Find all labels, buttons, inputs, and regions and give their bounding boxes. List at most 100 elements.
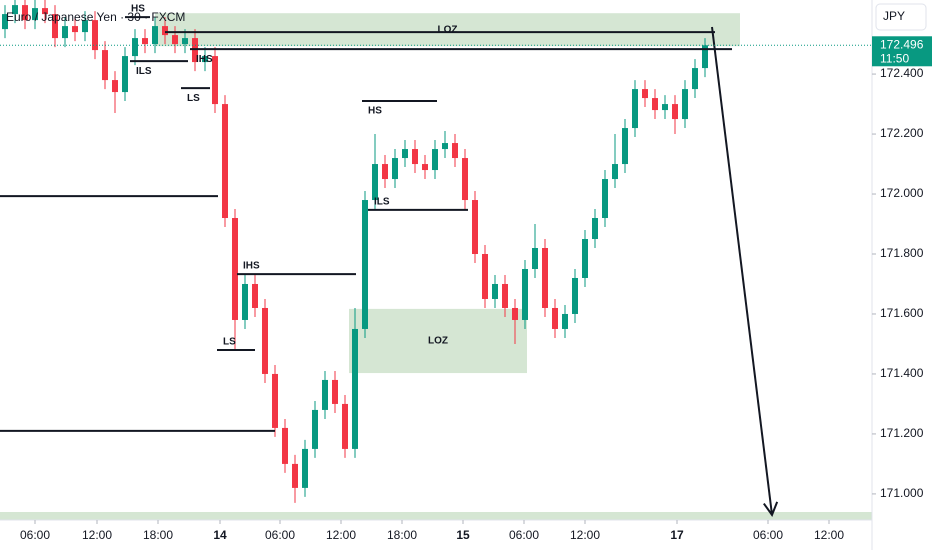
candle-body <box>572 277 578 314</box>
candle-body <box>22 5 28 21</box>
candle-body <box>112 80 118 93</box>
candle-body <box>152 26 158 45</box>
candle-body <box>92 20 98 51</box>
candle-body <box>302 448 308 488</box>
candle-body <box>162 26 168 36</box>
candle-body <box>422 164 428 171</box>
x-tick-label: 17 <box>670 528 684 542</box>
y-tick-label: 171.800 <box>880 246 924 260</box>
candle-body <box>382 164 388 180</box>
candle-body <box>612 164 618 180</box>
candle-body <box>332 379 338 404</box>
candle-body <box>142 38 148 45</box>
candle-body <box>462 158 468 201</box>
candle-body <box>172 35 178 45</box>
level-label: IHS <box>196 54 213 65</box>
candle-body <box>662 104 668 111</box>
level-label: ILS <box>136 66 152 77</box>
bottom-band <box>0 512 872 520</box>
x-tick-label: 18:00 <box>143 528 173 542</box>
candle-body <box>492 283 498 299</box>
x-tick-label: 06:00 <box>753 528 783 542</box>
candle-body <box>262 307 268 374</box>
candle-body <box>432 149 438 171</box>
candle-body <box>52 14 58 39</box>
candle-body <box>272 373 278 428</box>
candle-body <box>582 239 588 278</box>
candle-body <box>252 283 258 308</box>
level-label: HS <box>368 106 382 117</box>
candle-body <box>42 8 48 15</box>
y-tick-label: 172.000 <box>880 186 924 200</box>
candle-body <box>532 248 538 269</box>
candle-body <box>122 56 128 93</box>
x-tick-label: 12:00 <box>326 528 356 542</box>
chart-title: Euro / Japanese Yen · 30 · FXCM <box>6 10 185 24</box>
y-tick-label: 171.200 <box>880 426 924 440</box>
level-label: IHS <box>243 261 260 272</box>
candle-body <box>512 307 518 320</box>
y-tick-label: 172.200 <box>880 126 924 140</box>
currency[interactable]: JPY <box>883 9 905 23</box>
arrow-line <box>711 26 773 516</box>
candle-body <box>342 403 348 449</box>
candle-body <box>602 179 608 219</box>
x-tick-label: 06:00 <box>20 528 50 542</box>
zone-label: LOZ <box>438 24 458 35</box>
candle-body <box>692 68 698 90</box>
candle-body <box>552 307 558 329</box>
y-tick-label: 172.400 <box>880 66 924 80</box>
level-label: ILS <box>374 197 390 208</box>
candle-body <box>242 283 248 320</box>
candle-body <box>222 104 228 219</box>
x-tick-label: 12:00 <box>814 528 844 542</box>
y-tick-label: 171.000 <box>880 486 924 500</box>
level-label: LS <box>223 337 236 348</box>
candle-body <box>212 56 218 105</box>
candle-body <box>12 5 18 15</box>
candle-body <box>522 268 528 320</box>
price-box <box>872 36 932 67</box>
price-label: 172.496 <box>880 37 924 51</box>
candle-body <box>562 313 568 329</box>
candle-body <box>132 38 138 57</box>
countdown: 11:50 <box>880 51 909 65</box>
candle-body <box>442 143 448 150</box>
candle-body <box>312 409 318 449</box>
candle-body <box>32 8 38 21</box>
candle-body <box>472 200 478 255</box>
candle-body <box>202 56 208 63</box>
candle-body <box>482 254 488 299</box>
candle-body <box>372 164 378 201</box>
x-tick-label: 18:00 <box>387 528 417 542</box>
x-tick-label: 12:00 <box>82 528 112 542</box>
candle-body <box>82 20 88 33</box>
x-tick-label: 14 <box>213 528 227 542</box>
candle-body <box>102 50 108 81</box>
zone <box>349 308 527 374</box>
candle-body <box>632 89 638 129</box>
candle-body <box>362 200 368 329</box>
plot: LOZ LOZ HS IHS ILS LS IHS LS HS ILS <box>0 0 872 517</box>
candle-body <box>1 14 8 30</box>
x-tick-label: 15 <box>456 528 470 542</box>
candle-body <box>72 26 78 33</box>
level-label: HS <box>131 4 145 15</box>
candle-body <box>322 379 328 410</box>
candle-body <box>682 89 688 120</box>
candle-body <box>402 149 408 159</box>
candle-body <box>412 149 418 165</box>
y-tick-label: 171.600 <box>880 306 924 320</box>
candle-body <box>652 98 658 111</box>
candle-body <box>592 218 598 240</box>
x-tick-label: 06:00 <box>509 528 539 542</box>
candle-body <box>282 427 288 464</box>
x-tick-label: 12:00 <box>570 528 600 542</box>
currency-button[interactable] <box>875 3 927 31</box>
zone-label: LOZ <box>428 336 448 347</box>
candle-body <box>542 248 548 308</box>
candle-body <box>452 143 458 159</box>
candle-body <box>622 128 628 165</box>
